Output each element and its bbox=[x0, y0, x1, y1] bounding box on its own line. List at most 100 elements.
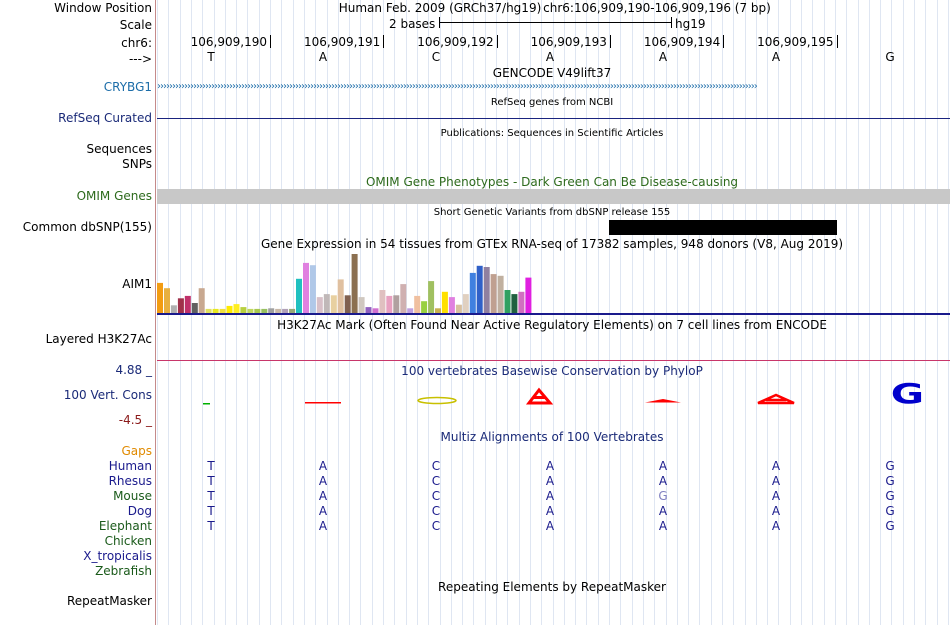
grid-line bbox=[880, 0, 881, 625]
gtex-tissue-bar[interactable] bbox=[240, 307, 247, 313]
gtex-tissue-bar[interactable] bbox=[219, 308, 226, 313]
omim-gene-feature[interactable] bbox=[157, 189, 950, 204]
gtex-tissue-bar[interactable] bbox=[337, 279, 344, 313]
track-label-crybg1[interactable]: CRYBG1 bbox=[103, 80, 152, 94]
grid-line bbox=[281, 0, 282, 625]
gtex-tissue-bar[interactable] bbox=[309, 265, 316, 313]
phylop-title: 100 vertebrates Basewise Conservation by… bbox=[401, 364, 703, 378]
gtex-tissue-bar[interactable] bbox=[483, 267, 490, 313]
track-label-aim1[interactable]: AIM1 bbox=[122, 277, 152, 291]
reference-base: A bbox=[545, 50, 555, 64]
omim-title: OMIM Gene Phenotypes - Dark Green Can Be… bbox=[365, 175, 739, 189]
gtex-tissue-bar[interactable] bbox=[351, 254, 358, 313]
gtex-tissue-bar[interactable] bbox=[233, 304, 240, 313]
gtex-tissue-bar[interactable] bbox=[275, 308, 282, 313]
gtex-tissue-bar[interactable] bbox=[372, 308, 379, 313]
species-label[interactable]: Human bbox=[108, 459, 152, 473]
gtex-tissue-bar[interactable] bbox=[421, 301, 428, 313]
grid-line bbox=[666, 0, 667, 625]
alignment-base: G bbox=[885, 489, 895, 503]
gtex-tissue-bar[interactable] bbox=[282, 308, 289, 313]
gtex-tissue-bar[interactable] bbox=[441, 291, 448, 313]
gtex-tissue-bar[interactable] bbox=[330, 295, 337, 313]
gtex-tissue-bar[interactable] bbox=[504, 290, 511, 313]
alignment-base: T bbox=[207, 519, 215, 533]
gtex-tissue-bar[interactable] bbox=[428, 281, 435, 313]
gtex-tissue-bar[interactable] bbox=[393, 295, 400, 313]
track-label-omim[interactable]: OMIM Genes bbox=[76, 189, 152, 203]
gtex-tissue-bar[interactable] bbox=[157, 282, 163, 313]
track-label-repeatmasker[interactable]: RepeatMasker bbox=[66, 594, 152, 608]
species-label[interactable]: Dog bbox=[127, 504, 152, 518]
gtex-tissue-bar[interactable] bbox=[164, 288, 170, 313]
grid-line bbox=[620, 0, 621, 625]
track-label-sequences[interactable]: Sequences bbox=[86, 142, 152, 156]
gtex-tissue-bar[interactable] bbox=[435, 308, 441, 313]
publications-title: Publications: Sequences in Scientific Ar… bbox=[440, 128, 664, 139]
gtex-tissue-bar[interactable] bbox=[379, 290, 386, 313]
gtex-tissue-bar[interactable] bbox=[316, 297, 323, 313]
gtex-tissue-bar[interactable] bbox=[261, 308, 268, 313]
ruler-coordinate: 106,909,194 bbox=[643, 35, 721, 49]
dbsnp-variant-feature[interactable] bbox=[609, 220, 837, 235]
grid-line bbox=[801, 0, 802, 625]
h3k27ac-signal-line[interactable] bbox=[157, 360, 950, 361]
phylop-logo-graph[interactable]: G bbox=[157, 380, 950, 410]
gtex-tissue-bar[interactable] bbox=[407, 308, 414, 313]
gtex-tissue-bar[interactable] bbox=[511, 294, 518, 313]
gtex-tissue-bar[interactable] bbox=[455, 304, 462, 313]
gtex-tissue-bar[interactable] bbox=[212, 308, 219, 313]
gtex-tissue-bar[interactable] bbox=[254, 308, 261, 313]
track-label-gaps[interactable]: Gaps bbox=[121, 444, 152, 458]
alignment-base: A bbox=[545, 474, 555, 488]
ruler-coordinate: 106,909,191 bbox=[303, 35, 381, 49]
gtex-tissue-bar[interactable] bbox=[365, 307, 372, 313]
gtex-tissue-bar[interactable] bbox=[191, 303, 198, 313]
gtex-tissue-bar[interactable] bbox=[490, 274, 497, 313]
gtex-tissue-bar[interactable] bbox=[205, 308, 212, 313]
gtex-tissue-bar[interactable] bbox=[323, 294, 330, 313]
species-label[interactable]: Mouse bbox=[113, 489, 152, 503]
gtex-tissue-bar[interactable] bbox=[184, 295, 191, 313]
gtex-tissue-bar[interactable] bbox=[198, 288, 205, 313]
gtex-tissue-bar[interactable] bbox=[497, 275, 504, 313]
gtex-tissue-bar[interactable] bbox=[303, 262, 309, 313]
gtex-tissue-bar[interactable] bbox=[226, 305, 233, 313]
gtex-tissue-bar[interactable] bbox=[518, 291, 525, 313]
gtex-tissue-bar[interactable] bbox=[289, 308, 296, 313]
species-label[interactable]: X_tropicalis bbox=[83, 549, 152, 563]
gtex-bar-graph[interactable] bbox=[157, 252, 537, 313]
track-label-refseq[interactable]: RefSeq Curated bbox=[58, 111, 152, 125]
gtex-tissue-bar[interactable] bbox=[469, 272, 476, 313]
grid-line bbox=[824, 0, 825, 625]
gtex-tissue-bar[interactable] bbox=[296, 278, 302, 313]
gtex-tissue-bar[interactable] bbox=[177, 298, 184, 313]
gtex-tissue-bar[interactable] bbox=[386, 295, 393, 313]
species-label[interactable]: Elephant bbox=[98, 519, 152, 533]
track-label-h3k27ac[interactable]: Layered H3K27Ac bbox=[45, 332, 152, 346]
crybg1-gene-feature[interactable]: ››››››››››››››››››››››››››››››››››››››››… bbox=[157, 81, 758, 92]
gtex-tissue-bar[interactable] bbox=[448, 297, 455, 313]
gtex-tissue-bar[interactable] bbox=[525, 277, 532, 313]
gtex-tissue-bar[interactable] bbox=[358, 297, 365, 313]
multiz-title: Multiz Alignments of 100 Vertebrates bbox=[440, 430, 664, 444]
ruler-tick bbox=[383, 35, 385, 48]
alignment-base: A bbox=[545, 459, 555, 473]
gtex-tissue-bar[interactable] bbox=[414, 295, 421, 313]
gtex-tissue-bar[interactable] bbox=[476, 265, 483, 313]
track-label-snps[interactable]: SNPs bbox=[122, 157, 152, 171]
species-label[interactable]: Rhesus bbox=[108, 474, 152, 488]
gtex-tissue-bar[interactable] bbox=[170, 305, 177, 313]
gtex-tissue-bar[interactable] bbox=[462, 294, 469, 313]
gtex-tissue-bar[interactable] bbox=[400, 284, 407, 313]
alignment-base: C bbox=[431, 489, 441, 503]
gtex-tissue-bar[interactable] bbox=[247, 308, 254, 313]
refseq-gene-line[interactable] bbox=[157, 118, 950, 119]
track-label-dbsnp[interactable]: Common dbSNP(155) bbox=[22, 220, 152, 234]
species-label[interactable]: Chicken bbox=[104, 534, 152, 548]
alignment-base: A bbox=[545, 489, 555, 503]
gtex-tissue-bar[interactable] bbox=[268, 308, 275, 313]
species-label[interactable]: Zebrafish bbox=[95, 564, 152, 578]
gtex-tissue-bar[interactable] bbox=[344, 295, 351, 313]
track-label-phylop[interactable]: 100 Vert. Cons bbox=[63, 388, 152, 402]
